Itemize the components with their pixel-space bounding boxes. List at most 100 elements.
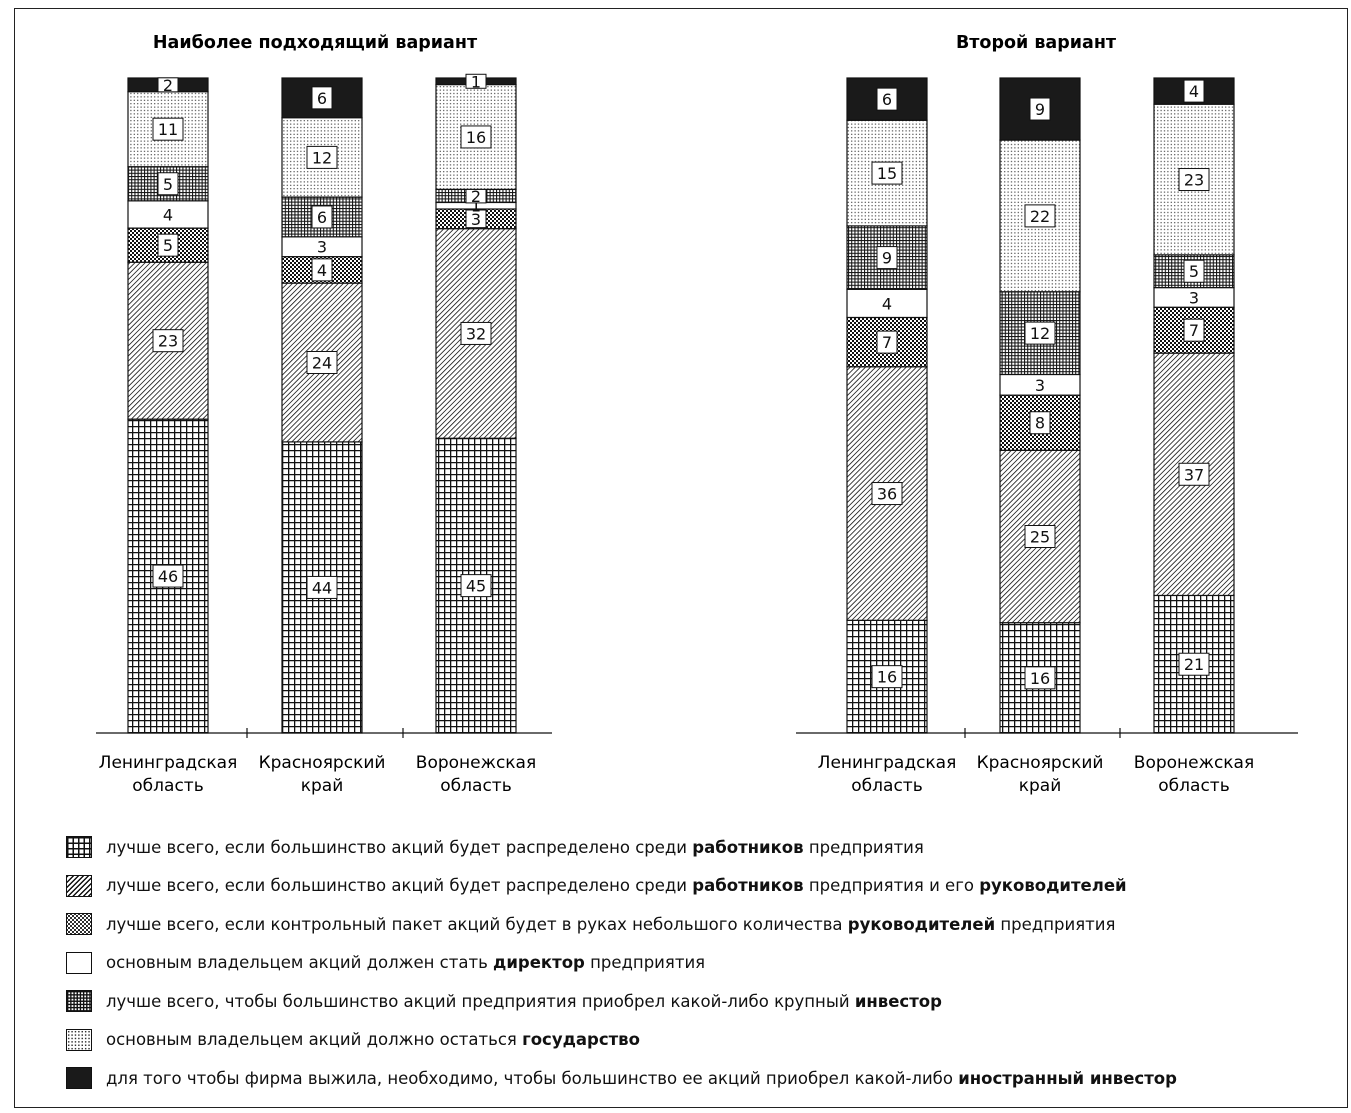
legend-label-part: основным владельцем акций должно остатьс…	[106, 1030, 523, 1050]
data-label-box	[1178, 462, 1210, 486]
data-label-box	[311, 86, 333, 110]
legend-item-workers: лучше всего, если большинство акций буде…	[66, 828, 1336, 867]
data-label-box	[306, 575, 338, 599]
bar-segment-state	[846, 119, 928, 227]
data-label-box	[460, 574, 492, 598]
data-label: 9	[882, 249, 892, 268]
chart-panel-1: Наиболее подходящий вариант4623545112Лен…	[96, 33, 552, 796]
data-label: 23	[1184, 171, 1204, 190]
legend-label-emphasis: иностранный инвестор	[958, 1068, 1177, 1088]
legend-label-emphasis: директор	[493, 953, 585, 973]
legend-item-investor: лучше всего, чтобы большинство акций пре…	[66, 982, 1336, 1021]
chart-title: Второй вариант	[956, 33, 1117, 53]
legend-label: лучше всего, если большинство акций буде…	[106, 838, 924, 857]
legend-item-state: основным владельцем акций должно остатьс…	[66, 1021, 1336, 1060]
data-label: 4	[163, 205, 173, 224]
data-label: 2	[471, 187, 481, 206]
data-label-box	[311, 205, 333, 229]
data-label: 46	[158, 567, 178, 586]
legend-swatch	[66, 990, 92, 1013]
legend-label-part: лучше всего, если большинство акций буде…	[106, 876, 693, 896]
data-label: 7	[882, 333, 892, 352]
legend-swatch	[66, 1067, 92, 1090]
data-label: 1	[471, 72, 481, 91]
data-label-box	[306, 145, 338, 169]
legend-label: основным владельцем акций должно остатьс…	[106, 1030, 640, 1049]
data-label: 5	[1189, 262, 1199, 281]
data-label: 6	[317, 208, 327, 227]
data-label: 6	[882, 90, 892, 109]
data-label: 2	[163, 76, 173, 95]
data-label: 45	[466, 577, 486, 596]
legend-swatch	[66, 874, 92, 897]
legend-label: лучше всего, если контрольный пакет акци…	[106, 915, 1115, 934]
data-label-box	[1024, 525, 1056, 548]
bar-segment-director	[127, 200, 209, 229]
data-label: 15	[877, 164, 897, 183]
category-label: Красноярский	[259, 753, 386, 773]
category-label: область	[440, 776, 511, 796]
bar-segment-director	[846, 288, 928, 319]
legend-label-emphasis: работников	[692, 876, 804, 896]
data-label: 5	[163, 236, 173, 255]
legend-label: для того чтобы фирма выжила, необходимо,…	[106, 1069, 1177, 1088]
data-label: 9	[1035, 100, 1045, 119]
legend-label-part: предприятия	[995, 914, 1116, 934]
data-label: 8	[1035, 414, 1045, 433]
legend-label-part: предприятия	[803, 837, 924, 857]
category-label: край	[1019, 776, 1062, 796]
data-label-box	[1183, 259, 1205, 283]
data-label-box	[157, 172, 179, 196]
data-label: 37	[1184, 465, 1204, 484]
legend-label-part: для того чтобы фирма выжила, необходимо,…	[106, 1068, 959, 1088]
data-label-box	[311, 258, 333, 282]
data-label: 1	[471, 197, 481, 216]
data-label: 3	[317, 238, 327, 257]
data-label-box	[460, 321, 492, 345]
data-label: 24	[312, 353, 332, 372]
data-label: 25	[1030, 528, 1050, 547]
data-label: 4	[1189, 82, 1199, 101]
data-label: 3	[471, 210, 481, 229]
legend-label-part: предприятия и его	[803, 876, 980, 896]
data-label-box	[1183, 79, 1205, 103]
legend-label-emphasis: работников	[692, 837, 804, 857]
legend-label: лучше всего, если большинство акций буде…	[106, 876, 1127, 895]
legend-label-part: предприятия	[584, 953, 706, 973]
data-label: 21	[1184, 655, 1204, 674]
category-label: область	[851, 776, 922, 796]
legend-swatch	[66, 836, 92, 859]
data-label-box	[1024, 321, 1056, 345]
category-label: область	[1158, 776, 1229, 796]
data-label-box	[1178, 168, 1210, 192]
legend-item-managers: лучше всего, если контрольный пакет акци…	[66, 905, 1336, 944]
data-label-box	[465, 73, 487, 89]
data-label: 16	[1030, 669, 1050, 688]
data-label: 32	[466, 324, 486, 343]
data-label: 12	[312, 148, 332, 167]
legend-swatch	[66, 951, 92, 974]
data-label: 23	[158, 332, 178, 351]
chart-panel-2: Второй вариант 16 36 7 4 9 15 6 Ленинградская обл…	[796, 33, 1298, 796]
data-label-box	[157, 77, 179, 93]
category-label: край	[301, 776, 344, 796]
data-label-box	[1183, 318, 1205, 342]
data-label-box	[1024, 204, 1056, 228]
data-label: 4	[317, 261, 327, 280]
data-label-box	[876, 330, 898, 354]
data-label-box	[152, 117, 184, 141]
legend-label-emphasis: государство	[522, 1030, 640, 1050]
legend-swatch	[66, 913, 92, 936]
data-label: 3	[1035, 376, 1045, 395]
data-label-box	[157, 233, 179, 257]
category-label: Воронежская	[416, 753, 536, 773]
data-label-box	[465, 209, 487, 229]
legend-label-part: лучше всего, если большинство акций буде…	[106, 837, 693, 857]
legend-label-emphasis: руководителей	[979, 876, 1127, 896]
data-label: 12	[1030, 324, 1050, 343]
category-label: область	[132, 776, 203, 796]
legend-item-director: основным владельцем акций должен стать д…	[66, 944, 1336, 983]
category-label: Воронежская	[1134, 753, 1254, 773]
legend-label-emphasis: руководителей	[847, 914, 996, 934]
data-label: 11	[158, 120, 178, 139]
